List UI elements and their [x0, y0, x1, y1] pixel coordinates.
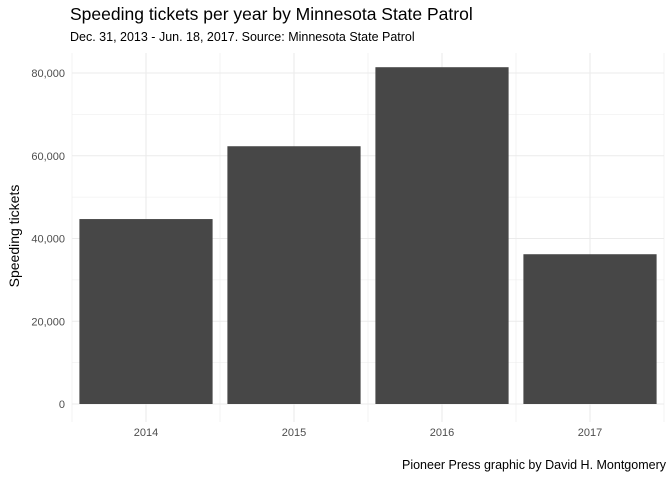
- y-tick-label: 40,000: [31, 234, 65, 246]
- y-tick-label: 20,000: [31, 316, 65, 328]
- bar-2015: [227, 146, 361, 404]
- chart-caption: Pioneer Press graphic by David H. Montgo…: [401, 458, 666, 472]
- y-tick-label: 80,000: [31, 68, 65, 80]
- y-tick-label: 60,000: [31, 151, 65, 163]
- x-tick-label: 2014: [134, 427, 158, 439]
- y-tick-label: 0: [59, 399, 65, 411]
- bar-2014: [79, 219, 213, 404]
- x-tick-label: 2015: [282, 427, 306, 439]
- x-tick-label: 2017: [578, 427, 602, 439]
- bar-2016: [375, 67, 509, 405]
- bar-2017: [523, 254, 657, 404]
- x-tick-label: 2016: [430, 427, 454, 439]
- bar-chart-plot: 0 20,000 40,000 60,000 80,000 2014 2015 2016 201…: [31, 53, 665, 439]
- chart-title: Speeding tickets per year by Minnesota S…: [70, 4, 473, 24]
- chart-subtitle: Dec. 31, 2013 - Jun. 18, 2017. Source: M…: [70, 30, 415, 44]
